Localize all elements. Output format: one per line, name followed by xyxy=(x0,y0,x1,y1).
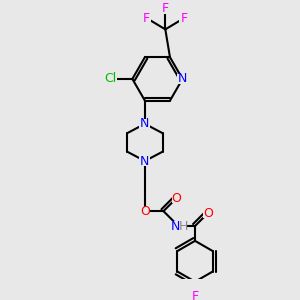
Text: H: H xyxy=(179,220,189,232)
Text: N: N xyxy=(140,117,150,130)
Text: O: O xyxy=(172,192,182,205)
Text: O: O xyxy=(140,205,150,218)
Text: N: N xyxy=(140,154,150,167)
FancyBboxPatch shape xyxy=(139,119,151,128)
FancyBboxPatch shape xyxy=(190,292,200,300)
FancyBboxPatch shape xyxy=(140,206,149,216)
FancyBboxPatch shape xyxy=(103,74,118,84)
Text: Cl: Cl xyxy=(104,72,116,86)
FancyBboxPatch shape xyxy=(203,208,213,217)
Text: F: F xyxy=(162,2,169,15)
FancyBboxPatch shape xyxy=(161,4,170,14)
FancyBboxPatch shape xyxy=(142,14,152,23)
FancyBboxPatch shape xyxy=(171,221,186,231)
FancyBboxPatch shape xyxy=(179,14,188,23)
FancyBboxPatch shape xyxy=(172,194,181,203)
Text: F: F xyxy=(191,290,199,300)
Text: F: F xyxy=(180,12,188,25)
Text: N: N xyxy=(178,72,187,86)
FancyBboxPatch shape xyxy=(139,156,151,166)
Text: N: N xyxy=(171,220,180,232)
Text: O: O xyxy=(203,206,213,220)
FancyBboxPatch shape xyxy=(177,74,188,84)
Text: F: F xyxy=(143,12,150,25)
